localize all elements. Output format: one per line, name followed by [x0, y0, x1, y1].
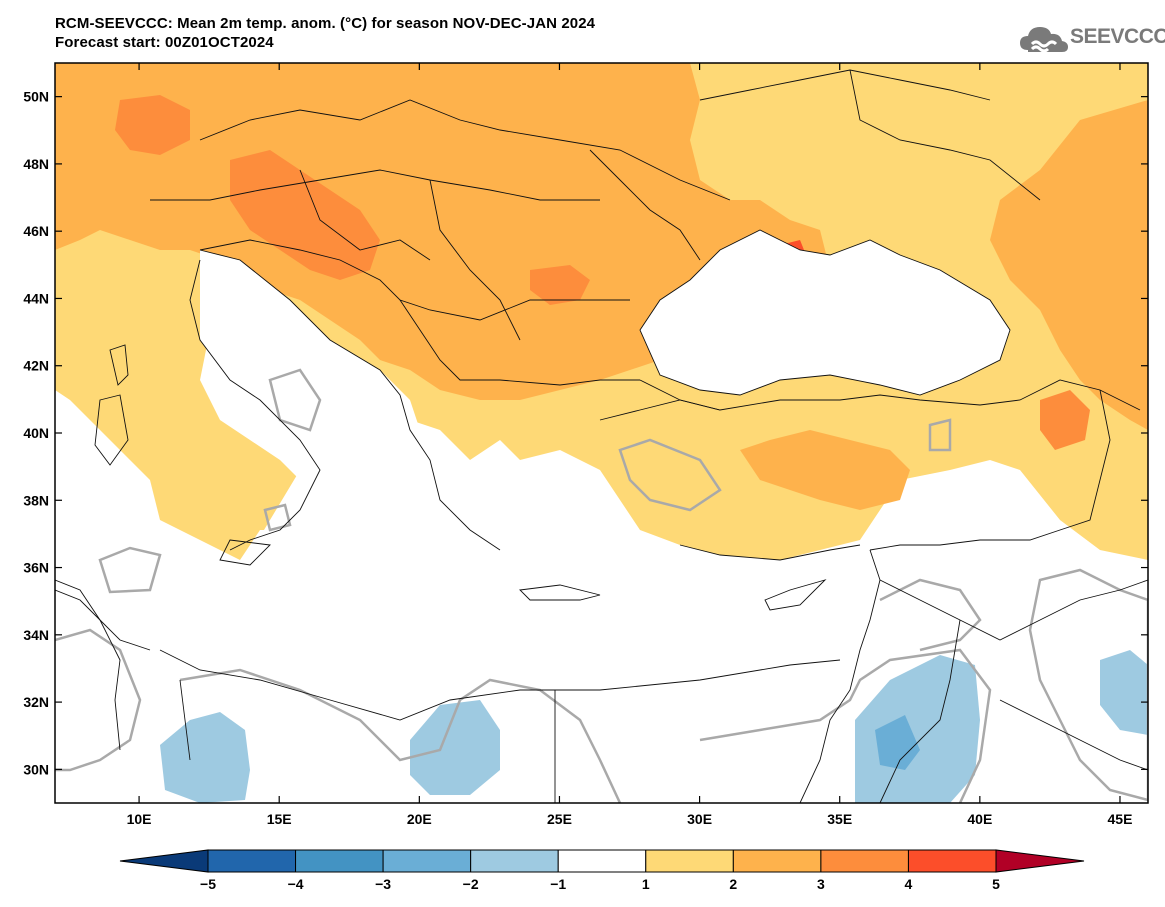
latitude-axis: 50N 48N 46N 44N 42N 40N 38N 36N 34N 32N 30N: [23, 89, 1148, 777]
logo-text: SEEVCCC: [1070, 25, 1165, 48]
anomaly-2-3-anatolia: [740, 430, 910, 510]
anomaly-neg-egypt: [410, 700, 500, 795]
colorbar-segment: [207, 849, 297, 873]
lat-label: 40N: [23, 425, 49, 441]
colorbar-segment: [557, 849, 647, 873]
lat-label: 30N: [23, 761, 49, 777]
anomaly-3-4-balkan: [530, 265, 590, 305]
country-borders: [55, 69, 1148, 803]
map-content: [55, 63, 1148, 803]
seevccc-logo: SEEVCCC: [1018, 22, 1165, 56]
lat-label: 44N: [23, 290, 49, 306]
lat-label: 38N: [23, 492, 49, 508]
colorbar-segment: [907, 849, 997, 873]
colorbar-segment: [820, 849, 909, 873]
coastlines: [55, 229, 1011, 721]
colorbar-tick-label: 5: [992, 876, 1000, 892]
title-line-1: RCM-SEEVCCC: Mean 2m temp. anom. (°C) fo…: [55, 15, 596, 32]
lon-label: 15E: [267, 811, 292, 827]
colorbar-tick-label: 2: [729, 876, 737, 892]
anomaly-2-3-east: [990, 100, 1148, 430]
lat-label: 50N: [23, 89, 49, 105]
lat-label: 34N: [23, 627, 49, 643]
anomaly-3-4-north: [115, 95, 190, 155]
lon-label: 45E: [1108, 811, 1133, 827]
longitude-axis: 10E 15E 20E 25E 30E 35E 40E 45E: [127, 63, 1133, 827]
colorbar-segment: [645, 849, 734, 873]
lon-label: 20E: [407, 811, 432, 827]
lat-label: 32N: [23, 694, 49, 710]
anomaly-3-4-caucasus: [1040, 390, 1090, 450]
colorbar-tick-label: −2: [463, 876, 479, 892]
anomaly-2-3-region: [55, 63, 830, 400]
cloud-icon: [1020, 27, 1068, 53]
colorbar-segment: [295, 849, 384, 873]
colorbar-tick-label: 3: [817, 876, 825, 892]
lon-label: 25E: [547, 811, 572, 827]
lon-label: 10E: [127, 811, 152, 827]
colorbar-tick-label: −1: [550, 876, 566, 892]
colorbar-segment: [470, 849, 559, 873]
colorbar-tick-label: −5: [200, 876, 216, 892]
map-title: RCM-SEEVCCC: Mean 2m temp. anom. (°C) fo…: [55, 14, 595, 52]
colorbar-tick-label: 4: [905, 876, 913, 892]
black-sea: [640, 230, 1010, 395]
colorbar-segment: [732, 849, 822, 873]
lon-label: 30E: [687, 811, 712, 827]
colorbar-tick-label: 1: [642, 876, 650, 892]
anomaly-neg2-arabia: [875, 715, 920, 770]
colorbar: −5 −4 −3 −2 −1 1 2 3 4 5: [119, 849, 1085, 892]
colorbar-tick-label: −3: [375, 876, 391, 892]
anomaly-neg-iraq: [1100, 650, 1148, 735]
anomaly-3-4-region: [230, 150, 380, 280]
mediterranean-sea: [55, 250, 860, 720]
lat-label: 42N: [23, 358, 49, 374]
title-line-2: Forecast start: 00Z01OCT2024: [55, 34, 274, 51]
lat-label: 48N: [23, 156, 49, 172]
colorbar-tick-label: −4: [288, 876, 304, 892]
colorbar-min-triangle: [119, 849, 209, 873]
lon-label: 40E: [967, 811, 992, 827]
colorbar-max-triangle: [995, 849, 1085, 873]
colorbar-segment: [382, 849, 472, 873]
lat-label: 46N: [23, 223, 49, 239]
lon-label: 35E: [827, 811, 852, 827]
lat-label: 36N: [23, 560, 49, 576]
zero-contours: [55, 368, 1148, 803]
anomaly-neg-libya: [160, 712, 250, 803]
